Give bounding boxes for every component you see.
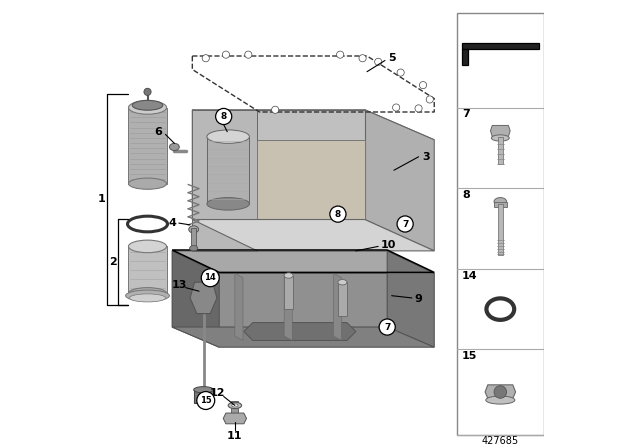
Polygon shape bbox=[192, 110, 257, 251]
Polygon shape bbox=[172, 251, 387, 327]
Text: 8: 8 bbox=[462, 190, 470, 200]
Ellipse shape bbox=[284, 273, 293, 278]
Ellipse shape bbox=[207, 130, 250, 143]
Polygon shape bbox=[490, 125, 510, 137]
Text: 11: 11 bbox=[227, 431, 243, 441]
Text: 6: 6 bbox=[154, 127, 162, 137]
Circle shape bbox=[415, 105, 422, 112]
Text: 427685: 427685 bbox=[482, 436, 519, 446]
Text: 5: 5 bbox=[388, 53, 396, 63]
Ellipse shape bbox=[125, 290, 170, 302]
Text: 15: 15 bbox=[462, 351, 477, 361]
Circle shape bbox=[392, 104, 400, 111]
Circle shape bbox=[337, 51, 344, 58]
Ellipse shape bbox=[232, 404, 238, 407]
Text: 7: 7 bbox=[462, 109, 470, 119]
Text: 10: 10 bbox=[380, 240, 396, 250]
Text: 14: 14 bbox=[204, 273, 216, 282]
Text: 14: 14 bbox=[462, 271, 477, 280]
Polygon shape bbox=[194, 390, 213, 403]
Polygon shape bbox=[192, 220, 435, 251]
Circle shape bbox=[494, 386, 507, 398]
Text: 7: 7 bbox=[384, 323, 390, 332]
Polygon shape bbox=[333, 273, 342, 340]
Ellipse shape bbox=[189, 226, 198, 233]
Ellipse shape bbox=[129, 178, 166, 190]
Polygon shape bbox=[235, 273, 243, 340]
Ellipse shape bbox=[129, 294, 166, 302]
Polygon shape bbox=[129, 108, 166, 184]
Circle shape bbox=[271, 106, 279, 113]
Text: 12: 12 bbox=[210, 388, 226, 398]
Circle shape bbox=[216, 108, 232, 125]
Ellipse shape bbox=[228, 402, 242, 409]
Bar bbox=[498, 137, 503, 164]
Polygon shape bbox=[192, 110, 365, 220]
Bar bbox=[191, 228, 196, 247]
Polygon shape bbox=[172, 251, 220, 347]
Bar bbox=[284, 276, 293, 309]
Polygon shape bbox=[190, 282, 217, 314]
Polygon shape bbox=[172, 251, 435, 273]
Circle shape bbox=[397, 69, 404, 76]
Ellipse shape bbox=[129, 101, 166, 114]
Bar bbox=[498, 204, 503, 255]
Ellipse shape bbox=[194, 387, 213, 393]
Ellipse shape bbox=[338, 280, 347, 285]
Circle shape bbox=[397, 216, 413, 232]
Polygon shape bbox=[494, 202, 507, 207]
Polygon shape bbox=[365, 110, 435, 251]
Text: 4: 4 bbox=[168, 218, 176, 228]
Circle shape bbox=[202, 55, 209, 62]
Text: 8: 8 bbox=[335, 210, 341, 219]
Text: 7: 7 bbox=[402, 220, 408, 228]
Text: 15: 15 bbox=[200, 396, 212, 405]
Text: 13: 13 bbox=[172, 280, 187, 290]
Ellipse shape bbox=[207, 198, 250, 210]
Ellipse shape bbox=[132, 100, 163, 110]
Bar bbox=[338, 282, 347, 316]
Circle shape bbox=[419, 82, 427, 89]
Ellipse shape bbox=[189, 246, 198, 251]
Text: 9: 9 bbox=[415, 294, 422, 304]
Ellipse shape bbox=[129, 240, 166, 253]
Polygon shape bbox=[207, 137, 250, 204]
Circle shape bbox=[426, 96, 433, 103]
Bar bbox=[231, 401, 239, 414]
Polygon shape bbox=[284, 273, 292, 340]
Polygon shape bbox=[462, 43, 539, 49]
Polygon shape bbox=[192, 110, 257, 251]
Polygon shape bbox=[223, 413, 246, 424]
Text: 2: 2 bbox=[109, 257, 117, 267]
Ellipse shape bbox=[486, 396, 515, 404]
Circle shape bbox=[374, 58, 382, 65]
Polygon shape bbox=[257, 140, 365, 220]
Circle shape bbox=[222, 51, 230, 58]
Ellipse shape bbox=[129, 288, 166, 299]
Polygon shape bbox=[129, 246, 166, 293]
Circle shape bbox=[359, 55, 366, 62]
Polygon shape bbox=[387, 251, 435, 347]
Ellipse shape bbox=[492, 135, 509, 141]
Ellipse shape bbox=[170, 143, 179, 151]
Circle shape bbox=[144, 88, 151, 95]
Ellipse shape bbox=[494, 198, 507, 206]
Polygon shape bbox=[244, 323, 356, 340]
Circle shape bbox=[201, 269, 219, 287]
Text: 8: 8 bbox=[221, 112, 227, 121]
Polygon shape bbox=[485, 385, 516, 398]
Text: 3: 3 bbox=[423, 152, 431, 162]
Bar bbox=[457, 13, 544, 435]
Circle shape bbox=[244, 51, 252, 58]
Text: 1: 1 bbox=[97, 194, 105, 204]
Polygon shape bbox=[462, 49, 468, 65]
Circle shape bbox=[379, 319, 396, 335]
Polygon shape bbox=[192, 110, 435, 140]
Polygon shape bbox=[172, 327, 435, 347]
Circle shape bbox=[197, 392, 215, 409]
Circle shape bbox=[330, 206, 346, 222]
Polygon shape bbox=[192, 110, 264, 179]
